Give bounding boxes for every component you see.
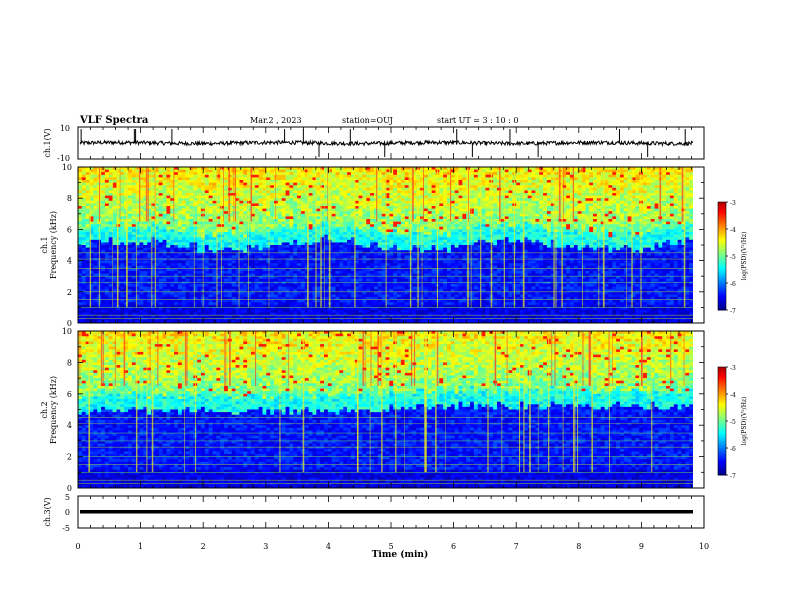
x-tick-label: 2 bbox=[201, 542, 206, 551]
ch1-spectrogram-image bbox=[77, 167, 704, 324]
station-label: station=OUJ bbox=[342, 116, 393, 125]
freq-tick-label: 6 bbox=[67, 390, 72, 399]
colorbar-tick-label: -6 bbox=[730, 446, 736, 453]
ch2-freq-ticks: 0 2 4 6 8 10 bbox=[62, 327, 704, 493]
x-tick-label: 9 bbox=[639, 542, 644, 551]
colorbar-tick-label: -5 bbox=[730, 419, 736, 426]
ch1-waveform-line bbox=[79, 139, 694, 148]
ch3-waveform-panel: 5 0 -5 ch.3(V) bbox=[43, 493, 705, 533]
colorbar-tick-label: -7 bbox=[730, 308, 736, 315]
freq-tick-label: 0 bbox=[67, 484, 72, 493]
x-tick-label: 10 bbox=[699, 542, 709, 551]
ch1-spectrogram-panel: 0 2 4 6 8 10 ch.1 Frequency (kHz) -3 -4 -5 -6 -7 l… bbox=[40, 163, 748, 328]
colorbar-tick-label: -5 bbox=[730, 254, 736, 261]
figure-title: VLF Spectra bbox=[79, 115, 149, 126]
start-time-label: start UT = 3 : 10 : 0 bbox=[437, 116, 518, 125]
ch1-ylabel: ch.1(V) bbox=[43, 128, 52, 157]
freq-tick-label: 0 bbox=[67, 319, 72, 328]
date-label: Mar.2 , 2023 bbox=[250, 116, 302, 125]
ch2-channel-label: ch.2 bbox=[40, 401, 49, 418]
ch3-ylabel: ch.3(V) bbox=[43, 497, 52, 526]
ch1-ytick-bottom: -10 bbox=[57, 154, 70, 163]
ch1-waveform-trace bbox=[79, 129, 694, 157]
colorbar-tick-label: -6 bbox=[730, 281, 736, 288]
colorbar-tick-label: -3 bbox=[730, 365, 736, 372]
ch3-waveform-trace bbox=[80, 510, 693, 514]
freq-tick-label: 10 bbox=[62, 163, 72, 172]
ch1-channel-label: ch.1 bbox=[40, 236, 49, 253]
x-tick-label: 7 bbox=[514, 542, 519, 551]
ch1-freq-ticks: 0 2 4 6 8 10 bbox=[62, 163, 704, 328]
ch3-ytick-mid: 0 bbox=[65, 508, 70, 517]
x-tick-label: 6 bbox=[451, 542, 456, 551]
freq-tick-label: 2 bbox=[67, 453, 72, 462]
ch1-ytick-top: 10 bbox=[60, 124, 70, 133]
ch2-colorbar: -3 -4 -5 -6 -7 log(PSD)(V²/Hz) bbox=[717, 365, 748, 480]
freq-tick-label: 4 bbox=[67, 421, 72, 430]
ch2-freq-ylabel: Frequency (kHz) bbox=[49, 376, 58, 444]
ch2-spectrogram-panel: 0 2 4 6 8 10 ch.2 Frequency (kHz) -3 -4 -5 -6 -7 l… bbox=[40, 327, 748, 493]
ch1-waveform-panel: 10 -10 ch.1(V) bbox=[43, 124, 705, 163]
x-axis-ticks bbox=[77, 127, 705, 528]
freq-tick-label: 6 bbox=[67, 225, 72, 234]
colorbar-label: log(PSD)(V²/Hz) bbox=[741, 397, 748, 446]
ch3-ytick-bottom: -5 bbox=[62, 524, 70, 533]
colorbar-tick-label: -7 bbox=[730, 473, 736, 480]
x-tick-label: 1 bbox=[138, 542, 143, 551]
ch2-spectrogram-image bbox=[78, 331, 704, 489]
freq-tick-label: 8 bbox=[67, 194, 72, 203]
x-axis-tick-labels: 0 1 2 3 4 5 6 7 8 9 10 bbox=[75, 542, 709, 551]
colorbar-tick-label: -4 bbox=[730, 392, 736, 399]
freq-tick-label: 8 bbox=[67, 358, 72, 367]
x-axis-label: Time (min) bbox=[372, 549, 429, 560]
freq-tick-label: 10 bbox=[62, 327, 72, 336]
x-tick-label: 3 bbox=[263, 542, 268, 551]
ch1-colorbar: -3 -4 -5 -6 -7 log(PSD)(V²/Hz) bbox=[717, 200, 748, 315]
x-tick-label: 8 bbox=[576, 542, 581, 551]
x-tick-label: 4 bbox=[326, 542, 331, 551]
ch3-ytick-top: 5 bbox=[65, 493, 70, 502]
ch1-freq-ylabel: Frequency (kHz) bbox=[49, 211, 58, 279]
x-tick-label: 5 bbox=[388, 542, 393, 551]
x-tick-label: 0 bbox=[75, 542, 80, 551]
freq-tick-label: 4 bbox=[67, 257, 72, 266]
colorbar-tick-label: -4 bbox=[730, 227, 736, 234]
colorbar-label: log(PSD)(V²/Hz) bbox=[741, 232, 748, 281]
freq-tick-label: 2 bbox=[67, 288, 72, 297]
colorbar-tick-label: -3 bbox=[730, 200, 736, 207]
